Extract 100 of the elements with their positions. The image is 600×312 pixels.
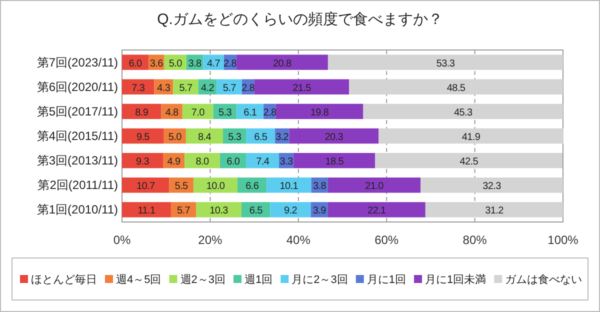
y-tick-label: 第3回(2013/11) <box>36 154 118 168</box>
bar <box>328 54 563 70</box>
bar <box>122 202 171 218</box>
data-label: 10.7 <box>136 181 156 192</box>
data-label: 2.8 <box>242 82 256 94</box>
data-label: 6.1 <box>244 107 258 118</box>
legend-label: ほとんど毎日 <box>31 274 97 286</box>
bar <box>246 152 279 168</box>
bar <box>266 178 312 193</box>
bar <box>216 79 242 94</box>
bar <box>182 104 214 120</box>
bar <box>425 202 563 218</box>
data-label: 5.3 <box>228 132 242 143</box>
data-label: 3.8 <box>313 181 327 192</box>
data-label: 42.5 <box>460 156 479 168</box>
data-label: 7.0 <box>191 107 206 118</box>
data-label: 8.9 <box>135 107 149 118</box>
chart-title: Q.ガムをどのくらいの頻度で食べますか？ <box>157 11 443 28</box>
data-label: 45.3 <box>454 107 473 118</box>
data-label: 10.1 <box>280 181 299 192</box>
data-label: 20.8 <box>272 58 292 70</box>
legend-label: 週4～5回 <box>116 274 162 286</box>
data-label: 10.3 <box>210 206 229 217</box>
x-tick-label: 0% <box>113 233 131 247</box>
data-label: 22.1 <box>368 206 387 217</box>
data-label: 3.2 <box>276 132 290 143</box>
y-tick-label: 第7回(2023/11) <box>36 55 118 70</box>
y-tick-label: 第1回(2010/11) <box>36 202 118 217</box>
data-label: 21.5 <box>292 82 312 94</box>
bar <box>169 178 194 193</box>
bar <box>122 152 164 168</box>
bar <box>375 152 563 168</box>
y-tick-label: 第5回(2017/11) <box>36 104 118 118</box>
data-label: 21.0 <box>365 181 384 192</box>
data-label: 18.5 <box>325 156 344 168</box>
data-label: 32.3 <box>482 181 502 192</box>
bar <box>238 178 267 193</box>
x-tick-label: 60% <box>374 233 399 247</box>
data-label: 11.1 <box>138 206 156 217</box>
data-label: 19.8 <box>310 107 330 118</box>
data-label: 2.8 <box>224 58 238 70</box>
data-label: 41.9 <box>462 132 481 143</box>
data-label: 31.2 <box>485 206 504 217</box>
bar <box>186 128 223 144</box>
data-label: 3.3 <box>280 156 294 168</box>
data-label: 4.8 <box>165 107 180 118</box>
bar <box>122 54 148 70</box>
data-label: 9.2 <box>284 206 298 217</box>
data-label: 5.7 <box>179 82 193 94</box>
data-label: 6.5 <box>249 206 264 217</box>
bar <box>378 128 564 144</box>
bar <box>203 54 224 70</box>
data-label: 8.4 <box>198 132 212 143</box>
legend-label: 週2～3回 <box>180 274 226 286</box>
data-label: 6.5 <box>254 132 268 143</box>
bar <box>236 54 328 70</box>
data-label: 4.7 <box>207 58 221 70</box>
data-label: 7.3 <box>132 82 146 94</box>
data-label: 20.3 <box>324 132 344 143</box>
legend-label: 月に2～3回 <box>292 274 348 286</box>
bar <box>363 104 563 120</box>
x-tick-label: 20% <box>198 233 223 247</box>
data-label: 6.0 <box>226 156 240 168</box>
bar <box>193 178 238 193</box>
data-label: 3.8 <box>188 58 202 70</box>
data-label: 3.6 <box>150 58 164 70</box>
data-label: 9.3 <box>136 156 150 168</box>
bar <box>328 178 421 193</box>
data-label: 5.0 <box>168 132 182 143</box>
data-label: 6.6 <box>246 181 260 192</box>
legend-label: ガムは食べない <box>505 274 582 286</box>
bar <box>276 104 364 120</box>
data-label: 10.0 <box>206 181 226 192</box>
data-label: 5.7 <box>222 82 237 94</box>
data-label: 5.5 <box>174 181 189 192</box>
data-label: 7.4 <box>256 156 270 168</box>
bar <box>170 202 196 218</box>
legend-label: 月に1回 <box>366 274 406 286</box>
data-label: 53.3 <box>436 58 456 70</box>
data-label: 3.9 <box>312 206 327 217</box>
bar <box>122 79 154 94</box>
data-label: 5.0 <box>168 58 183 70</box>
data-label: 9.5 <box>136 132 150 143</box>
data-label: 4.3 <box>157 82 171 94</box>
bar <box>122 178 170 193</box>
bar <box>420 178 563 193</box>
bar <box>289 128 379 144</box>
bar <box>242 202 270 218</box>
data-label: 6.0 <box>128 58 142 70</box>
y-tick-label: 第6回(2020/11) <box>36 80 118 94</box>
bar <box>328 202 426 218</box>
y-tick-label: 第4回(2015/11) <box>36 129 118 143</box>
bar <box>122 128 164 144</box>
bar <box>173 79 198 94</box>
data-label: 4.9 <box>167 156 182 168</box>
x-tick-label: 40% <box>286 233 311 247</box>
y-tick-label: 第2回(2011/11) <box>38 178 118 192</box>
legend-label: 月に1回未満 <box>425 273 486 286</box>
data-label: 5.7 <box>177 206 191 217</box>
x-tick-label: 80% <box>462 233 488 247</box>
